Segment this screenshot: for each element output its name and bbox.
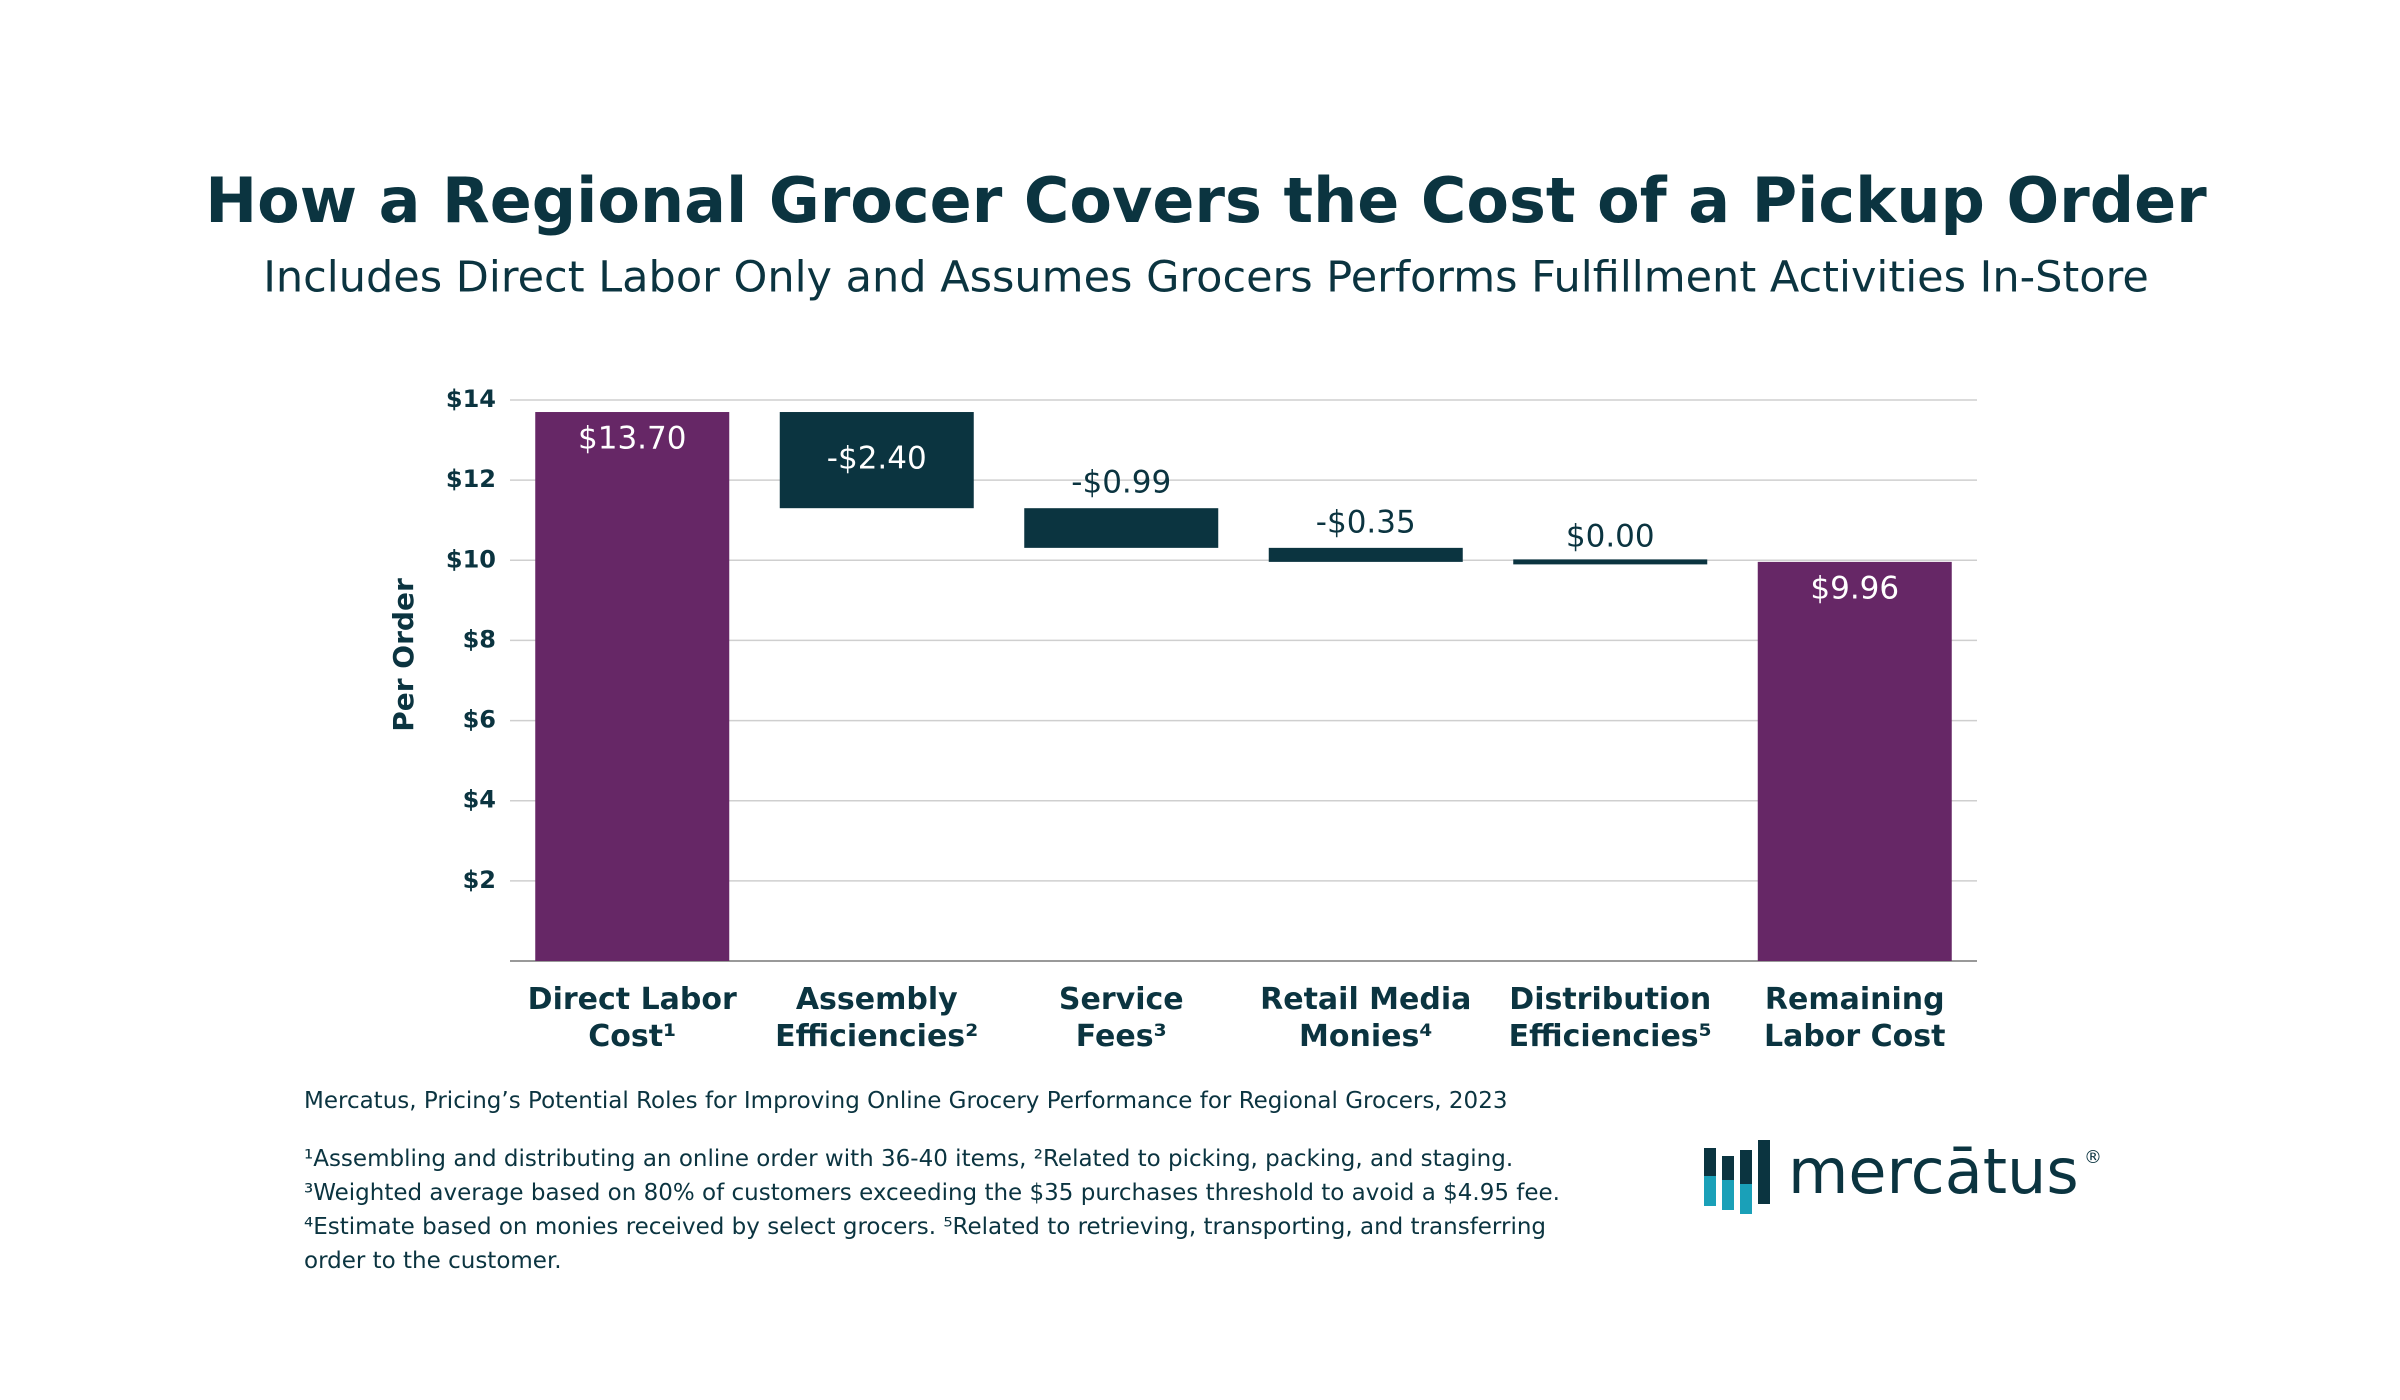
y-tick-label: $12 <box>446 465 496 493</box>
bar <box>535 412 730 961</box>
logo-text: mercātus <box>1788 1135 2079 1208</box>
chart-subtitle: Includes Direct Labor Only and Assumes G… <box>263 253 2149 303</box>
bar <box>779 412 974 509</box>
y-tick-label: $2 <box>463 866 496 894</box>
x-tick-label: Remaining Labor Cost <box>1763 982 1946 1054</box>
bar <box>1757 561 1952 961</box>
y-tick-label: $14 <box>446 385 496 413</box>
y-tick-label: $10 <box>446 545 496 573</box>
source: Mercatus, Pricing’s Potential Roles for … <box>304 1088 1508 1114</box>
bar <box>1024 508 1219 548</box>
chart-title: How a Regional Grocer Covers the Cost of… <box>205 164 2207 237</box>
value-label: $13.70 <box>578 421 686 457</box>
y-tick-label: $8 <box>463 625 496 653</box>
x-tick-label: Assembly Efficiencies² <box>775 982 979 1054</box>
value-label: -$2.40 <box>827 441 927 477</box>
x-tick-label: Retail Media Monies⁴ <box>1260 982 1472 1054</box>
bar <box>1268 547 1463 562</box>
y-tick-label: $4 <box>463 786 496 814</box>
x-tick-label: Distribution Efficiencies⁵ <box>1508 982 1712 1054</box>
value-label: $9.96 <box>1810 570 1899 606</box>
value-label: -$0.99 <box>1071 465 1171 501</box>
logo-icon <box>1704 1140 1770 1214</box>
x-tick-label: Service Fees³ <box>1058 982 1184 1054</box>
y-axis-label: Per Order <box>387 578 420 732</box>
y-tick-label: $6 <box>463 706 496 734</box>
bar <box>1513 559 1708 565</box>
x-tick-label: Direct Labor Cost¹ <box>527 982 737 1054</box>
footnotes: ¹Assembling and distributing an online o… <box>304 1146 1560 1274</box>
value-label: $0.00 <box>1566 518 1655 554</box>
logo-mark: ® <box>2084 1147 2102 1168</box>
value-label: -$0.35 <box>1316 504 1416 540</box>
